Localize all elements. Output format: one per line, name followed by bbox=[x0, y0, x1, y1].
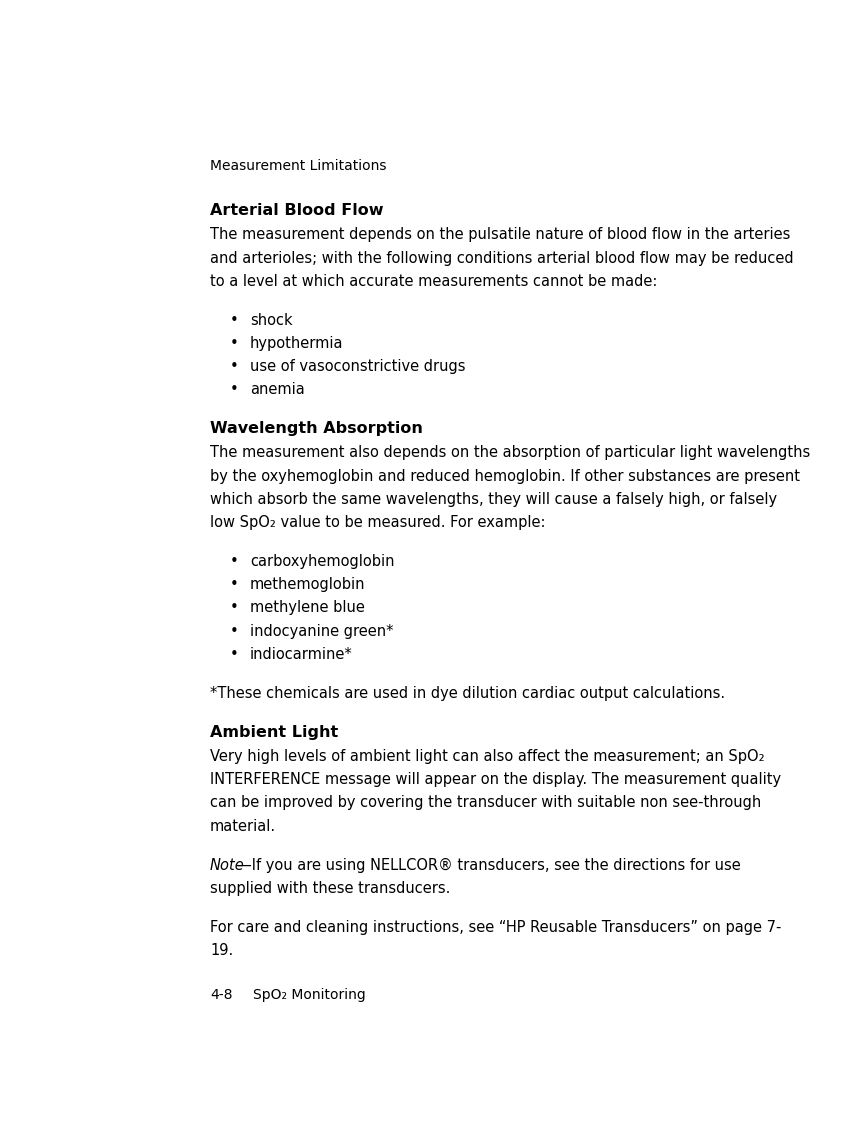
Text: For care and cleaning instructions, see “HP Reusable Transducers” on page 7-: For care and cleaning instructions, see … bbox=[210, 920, 782, 935]
Text: Very high levels of ambient light can also affect the measurement; an SpO₂: Very high levels of ambient light can al… bbox=[210, 749, 764, 764]
Text: material.: material. bbox=[210, 819, 276, 834]
Text: Arterial Blood Flow: Arterial Blood Flow bbox=[210, 204, 384, 219]
Text: SpO₂ Monitoring: SpO₂ Monitoring bbox=[254, 988, 366, 1002]
Text: which absorb the same wavelengths, they will cause a falsely high, or falsely: which absorb the same wavelengths, they … bbox=[210, 492, 777, 507]
Text: methylene blue: methylene blue bbox=[250, 601, 365, 615]
Text: supplied with these transducers.: supplied with these transducers. bbox=[210, 881, 451, 896]
Text: shock: shock bbox=[250, 312, 292, 328]
Text: •: • bbox=[230, 554, 239, 569]
Text: indocyanine green*: indocyanine green* bbox=[250, 623, 393, 638]
Text: •: • bbox=[230, 359, 239, 374]
Text: carboxyhemoglobin: carboxyhemoglobin bbox=[250, 554, 394, 569]
Text: •: • bbox=[230, 578, 239, 593]
Text: The measurement also depends on the absorption of particular light wavelengths: The measurement also depends on the abso… bbox=[210, 445, 811, 461]
Text: use of vasoconstrictive drugs: use of vasoconstrictive drugs bbox=[250, 359, 465, 374]
Text: Wavelength Absorption: Wavelength Absorption bbox=[210, 421, 423, 436]
Text: •: • bbox=[230, 601, 239, 615]
Text: •: • bbox=[230, 336, 239, 351]
Text: by the oxyhemoglobin and reduced hemoglobin. If other substances are present: by the oxyhemoglobin and reduced hemoglo… bbox=[210, 469, 800, 484]
Text: •: • bbox=[230, 646, 239, 662]
Text: Measurement Limitations: Measurement Limitations bbox=[210, 159, 387, 173]
Text: Ambient Light: Ambient Light bbox=[210, 725, 339, 740]
Text: can be improved by covering the transducer with suitable non see-through: can be improved by covering the transduc… bbox=[210, 795, 761, 810]
Text: The measurement depends on the pulsatile nature of blood flow in the arteries: The measurement depends on the pulsatile… bbox=[210, 228, 790, 243]
Text: —If you are using NELLCOR® transducers, see the directions for use: —If you are using NELLCOR® transducers, … bbox=[237, 858, 740, 873]
Text: low SpO₂ value to be measured. For example:: low SpO₂ value to be measured. For examp… bbox=[210, 515, 546, 530]
Text: anemia: anemia bbox=[250, 382, 305, 397]
Text: INTERFERENCE message will appear on the display. The measurement quality: INTERFERENCE message will appear on the … bbox=[210, 772, 782, 787]
Text: *These chemicals are used in dye dilution cardiac output calculations.: *These chemicals are used in dye dilutio… bbox=[210, 686, 725, 701]
Text: and arterioles; with the following conditions arterial blood flow may be reduced: and arterioles; with the following condi… bbox=[210, 251, 794, 265]
Text: 4-8: 4-8 bbox=[210, 988, 232, 1002]
Text: hypothermia: hypothermia bbox=[250, 336, 344, 351]
Text: methemoglobin: methemoglobin bbox=[250, 578, 365, 593]
Text: 19.: 19. bbox=[210, 943, 233, 958]
Text: to a level at which accurate measurements cannot be made:: to a level at which accurate measurement… bbox=[210, 273, 657, 288]
Text: Note: Note bbox=[210, 858, 245, 873]
Text: •: • bbox=[230, 382, 239, 397]
Text: indiocarmine*: indiocarmine* bbox=[250, 646, 353, 662]
Text: •: • bbox=[230, 312, 239, 328]
Text: •: • bbox=[230, 623, 239, 638]
